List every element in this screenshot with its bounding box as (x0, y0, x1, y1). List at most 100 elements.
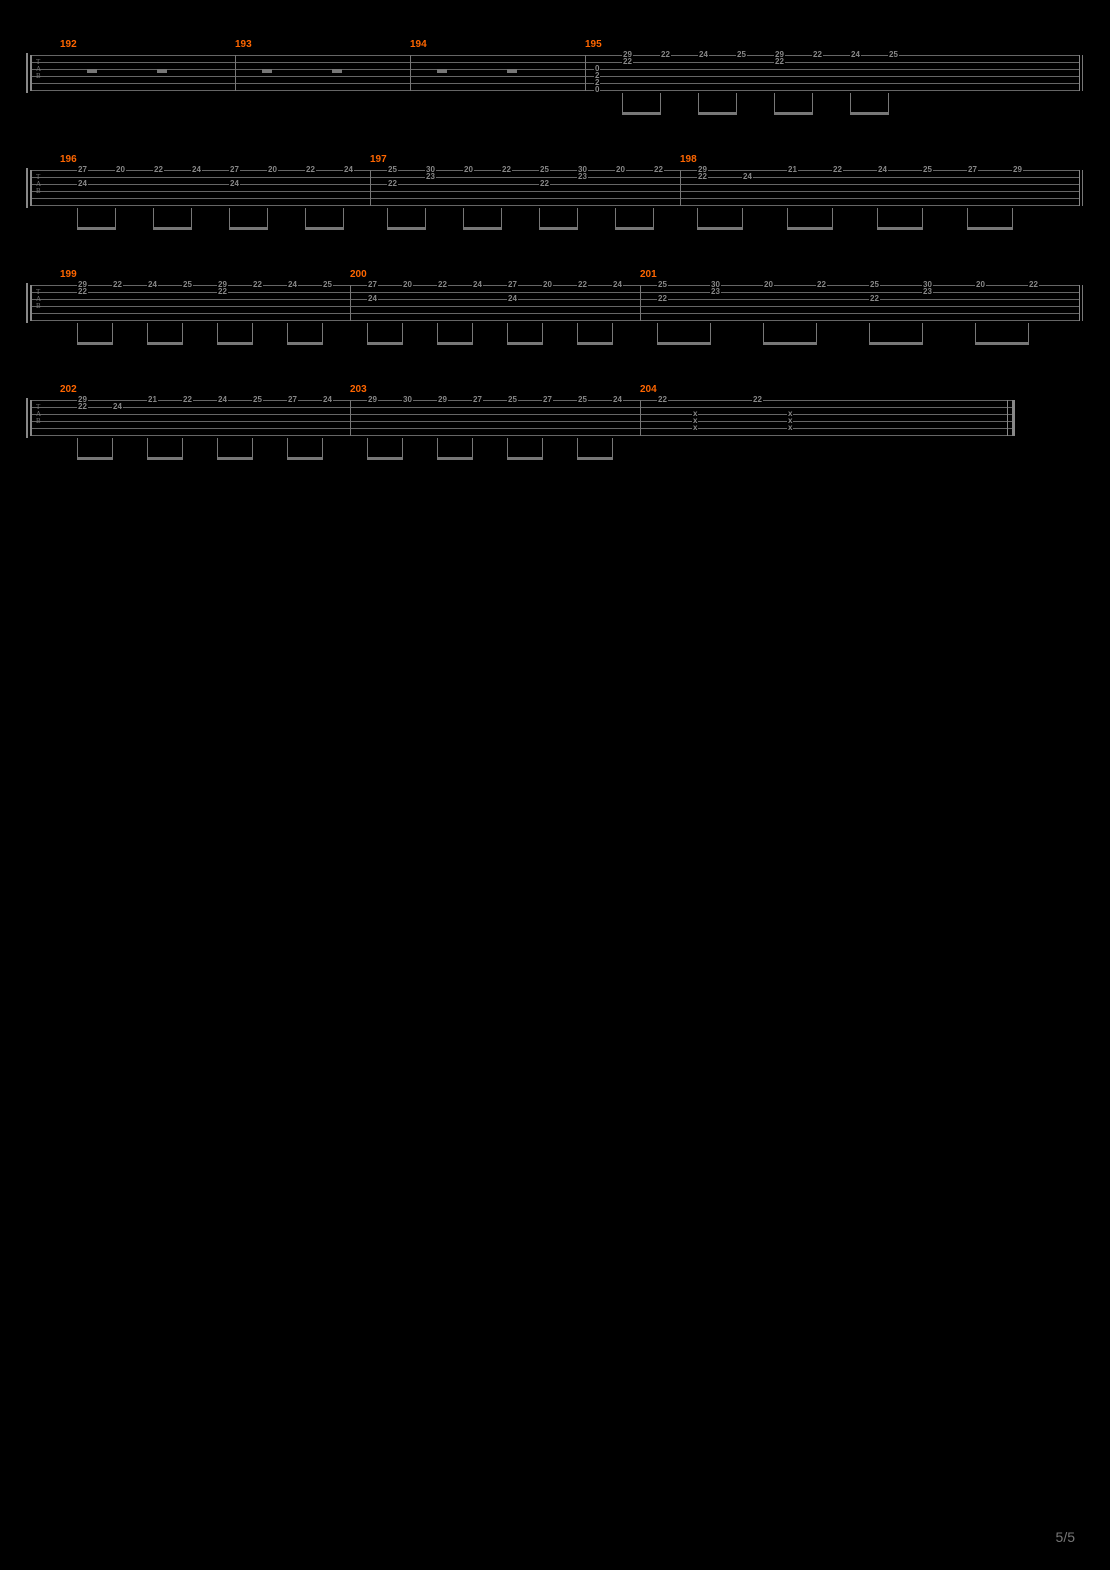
muted-note: x (692, 424, 698, 432)
beam-group (615, 208, 654, 230)
measure-number: 194 (410, 39, 427, 50)
beam-group (147, 323, 183, 345)
end-barline (1079, 170, 1080, 206)
beam-group (77, 438, 113, 460)
fret-number: 22 (77, 288, 88, 296)
tab-label: TAB (36, 404, 41, 425)
beam-group (367, 438, 403, 460)
barline (350, 285, 351, 321)
fret-number: 23 (710, 288, 721, 296)
measure-number: 204 (640, 384, 657, 395)
fret-number: 23 (922, 288, 933, 296)
beam-group (622, 93, 661, 115)
fret-number: 25 (922, 166, 933, 174)
beam-group (577, 438, 613, 460)
fret-number: 24 (877, 166, 888, 174)
measure-number: 199 (60, 269, 77, 280)
string-line (32, 400, 1015, 401)
string-line (32, 76, 1080, 77)
fret-number: 27 (967, 166, 978, 174)
measure-number: 195 (585, 39, 602, 50)
string-line (32, 55, 1080, 56)
rest (87, 69, 97, 73)
fret-number: 22 (752, 396, 763, 404)
fret-number: 27 (472, 396, 483, 404)
fret-number: 22 (305, 166, 316, 174)
fret-number: 24 (147, 281, 158, 289)
fret-number: 20 (463, 166, 474, 174)
fret-number: 24 (507, 295, 518, 303)
fret-number: 24 (112, 403, 123, 411)
fret-number: 24 (698, 51, 709, 59)
fret-number: 24 (191, 166, 202, 174)
beam-group (967, 208, 1013, 230)
fret-number: 22 (657, 396, 668, 404)
fret-number: 25 (736, 51, 747, 59)
fret-number: 25 (539, 166, 550, 174)
measure-number: 203 (350, 384, 367, 395)
fret-number: 27 (367, 281, 378, 289)
fret-number: 29 (437, 396, 448, 404)
barline (585, 55, 586, 91)
fret-number: 25 (869, 281, 880, 289)
staff-lines: TAB1962724202224272420222419725223023202… (30, 170, 1080, 206)
string-line (32, 407, 1015, 408)
fret-number: 23 (425, 173, 436, 181)
barline (640, 285, 641, 321)
beam-group (77, 323, 113, 345)
fret-number: 25 (888, 51, 899, 59)
measure-number: 193 (235, 39, 252, 50)
fret-number: 22 (539, 180, 550, 188)
tab-label: TAB (36, 174, 41, 195)
string-line (32, 184, 1080, 185)
barline (370, 170, 371, 206)
string-line (32, 198, 1080, 199)
measure-number: 198 (680, 154, 697, 165)
rest (437, 69, 447, 73)
fret-number: 24 (612, 281, 623, 289)
tab-label: TAB (36, 289, 41, 310)
muted-note: x (787, 424, 793, 432)
tab-staff-row: TAB1992922222425292222242520027242022242… (30, 285, 1080, 321)
fret-number: 29 (367, 396, 378, 404)
end-barline (1079, 285, 1080, 321)
fret-number: 22 (1028, 281, 1039, 289)
string-line (32, 205, 1080, 206)
fret-number: 20 (763, 281, 774, 289)
fret-number: 24 (742, 173, 753, 181)
beam-group (153, 208, 192, 230)
barline (640, 400, 641, 436)
fret-number: 22 (657, 295, 668, 303)
fret-number: 22 (252, 281, 263, 289)
beam-group (217, 438, 253, 460)
fret-number: 25 (507, 396, 518, 404)
fret-number: 30 (402, 396, 413, 404)
fret-number: 25 (577, 396, 588, 404)
beam-group (147, 438, 183, 460)
barline (410, 55, 411, 91)
tab-staff-row: TAB192193194195022029222224252922222425 (30, 55, 1080, 91)
beam-group (437, 323, 473, 345)
measure-number: 192 (60, 39, 77, 50)
fret-number: 27 (229, 166, 240, 174)
fret-number: 22 (697, 173, 708, 181)
staff-lines: TAB1992922222425292222242520027242022242… (30, 285, 1080, 321)
staff-lines: TAB192193194195022029222224252922222425 (30, 55, 1080, 91)
beam-group (367, 323, 403, 345)
beam-group (437, 438, 473, 460)
fret-number: 24 (367, 295, 378, 303)
fret-number: 22 (774, 58, 785, 66)
barline (1082, 55, 1083, 91)
barline (1082, 285, 1083, 321)
barline (235, 55, 236, 91)
tab-staff-row: TAB1962724202224272420222419725223023202… (30, 170, 1080, 206)
fret-number: 22 (182, 396, 193, 404)
fret-number: 24 (343, 166, 354, 174)
beam-group (287, 438, 323, 460)
barline (1082, 170, 1083, 206)
string-line (32, 83, 1080, 84)
beam-group (577, 323, 613, 345)
beam-group (975, 323, 1029, 345)
beam-group (787, 208, 833, 230)
beam-group (697, 208, 743, 230)
